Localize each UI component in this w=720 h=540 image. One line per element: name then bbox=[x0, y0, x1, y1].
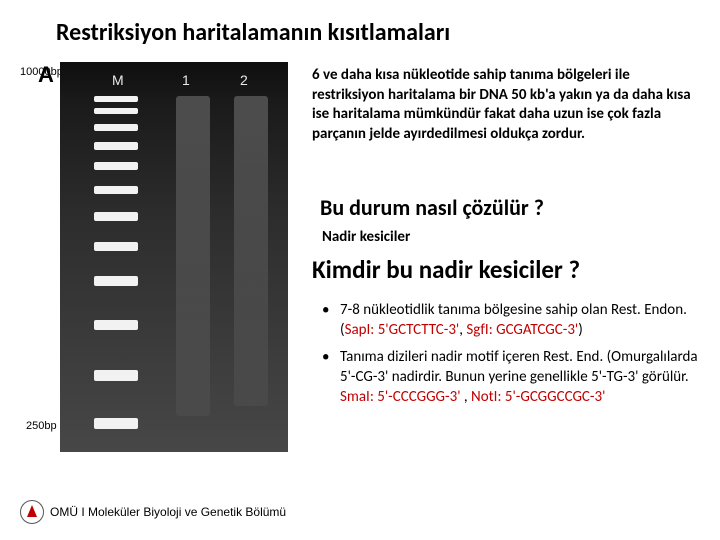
ladder-band bbox=[94, 142, 138, 150]
ladder-band bbox=[94, 162, 138, 170]
gel-box: M 1 2 bbox=[60, 62, 288, 452]
footer-text: OMÜ I Moleküler Biyoloji ve Genetik Bölü… bbox=[50, 505, 286, 519]
marker-top-label: 10000bp bbox=[20, 66, 63, 78]
ladder-band bbox=[94, 242, 138, 251]
lane-1-smear bbox=[176, 96, 210, 416]
ladder-band bbox=[94, 186, 138, 194]
ladder-band bbox=[94, 96, 138, 102]
ladder-band bbox=[94, 212, 138, 221]
ladder-band bbox=[94, 418, 138, 429]
ladder-band bbox=[94, 320, 138, 330]
question-1: Bu durum nasıl çözülür ? bbox=[320, 194, 544, 221]
ladder-band bbox=[94, 124, 138, 131]
ladder-band bbox=[94, 108, 138, 114]
slide-title: Restriksiyon haritalamanın kısıtlamaları bbox=[56, 18, 450, 47]
lane-label-2: 2 bbox=[240, 72, 248, 88]
answer-1: Nadir kesiciler bbox=[322, 228, 410, 246]
description-paragraph: 6 ve daha kısa nükleotide sahip tanıma b… bbox=[312, 66, 700, 144]
footer: OMÜ I Moleküler Biyoloji ve Genetik Bölü… bbox=[20, 500, 286, 524]
lane-2-smear bbox=[234, 96, 268, 406]
bullet-item: Tanıma dizileri nadir motif içeren Rest.… bbox=[318, 347, 710, 408]
question-2: Kimdir bu nadir kesiciler ? bbox=[312, 254, 580, 285]
lane-label-m: M bbox=[112, 72, 124, 88]
ladder-band bbox=[94, 276, 138, 286]
bullet-list: 7-8 nükleotidlik tanıma bölgesine sahip … bbox=[318, 300, 710, 413]
gel-image: A 10000bp 250bp M 1 2 bbox=[20, 62, 300, 462]
marker-bottom-label: 250bp bbox=[26, 420, 57, 432]
ladder-band bbox=[94, 370, 138, 381]
bullet-item: 7-8 nükleotidlik tanıma bölgesine sahip … bbox=[318, 300, 710, 341]
lane-label-1: 1 bbox=[182, 72, 190, 88]
university-logo-icon bbox=[20, 500, 44, 524]
